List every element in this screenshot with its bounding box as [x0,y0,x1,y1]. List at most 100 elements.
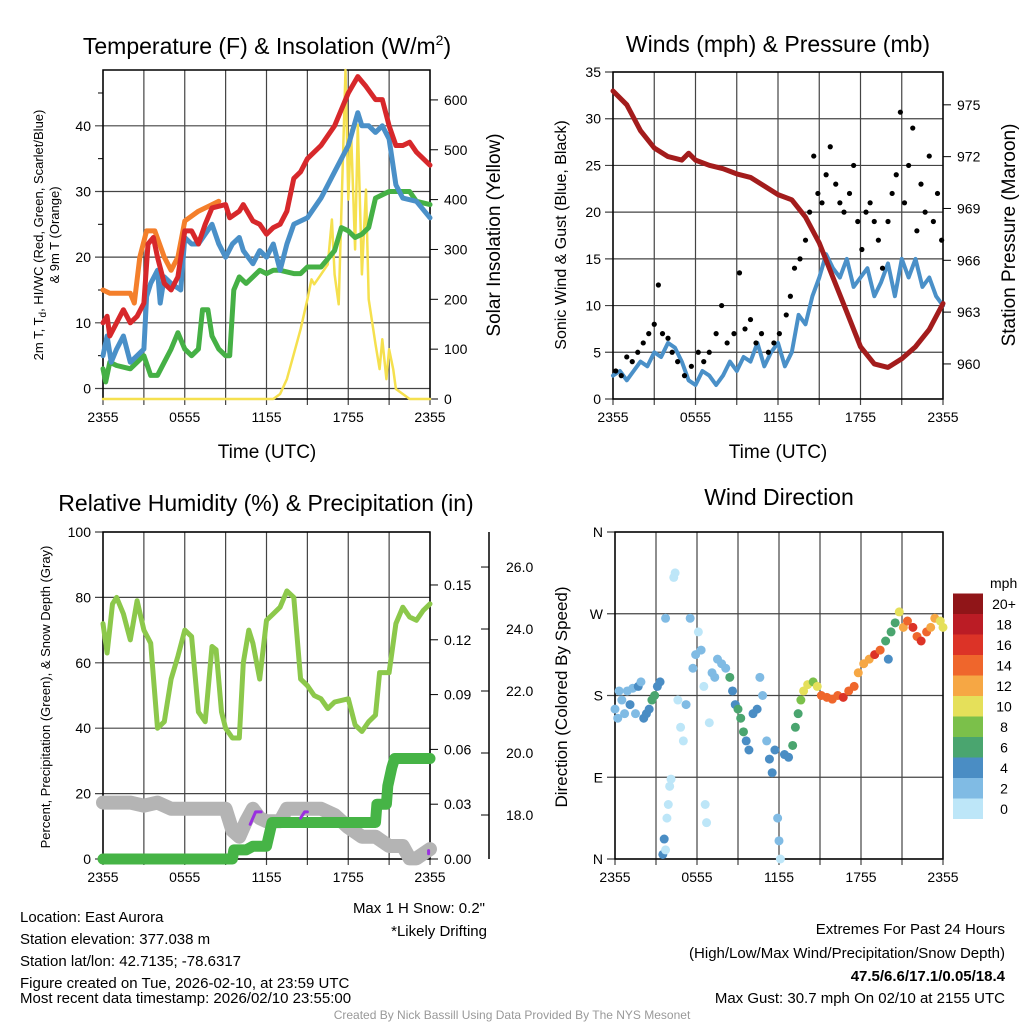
y-tick-label: E [594,769,603,785]
gust-point [651,321,657,327]
wind-direction-point [788,740,798,750]
colorbar-label: 4 [1000,760,1008,776]
gust-point [640,340,646,346]
wind-direction-point [774,836,784,846]
wind-direction-point [620,709,630,719]
y2-tick-label: 0.06 [444,741,471,757]
gust-point [765,349,771,355]
wind-direction-point [733,704,743,714]
gust-point [665,335,671,341]
y3-tick-label: 18.0 [506,807,533,823]
series-precipitation [97,753,436,865]
y2-tick-label: 0.00 [444,851,471,867]
y-tick-label: 40 [75,720,91,736]
y-tick-label: 0 [83,380,91,396]
y-tick-label: 20 [75,786,91,802]
wind-direction-point [631,709,640,719]
wind-direction-point [875,645,885,655]
y-tick-label: 10 [585,298,601,314]
colorbar-swatch [953,655,983,676]
panel-2: 2355 0555 1155 1755 2355 0 5 10 15 20 25 30 35 960 963… [585,64,980,425]
wind-direction-point [784,752,794,762]
y2-tick-label: 966 [957,252,981,268]
gust-point [855,218,861,225]
x-tick-label: 0555 [169,409,200,425]
solar-y-axis-label: Solar Insolation (Yellow) [484,133,505,336]
gust-point [783,312,789,318]
gust-point [930,218,936,225]
wind-direction-point [849,681,859,691]
y-tick-label: 30 [75,183,91,199]
gust-point [695,349,701,355]
recent-data-text: Most recent data timestamp: 2026/02/10 2… [20,990,351,1007]
wind-direction-point [755,672,765,682]
colorbar-swatch [953,614,983,635]
wind-direction-point [659,834,669,844]
gust-point [807,209,813,215]
wind-direction-point [702,818,712,828]
wind-direction-point [898,622,908,632]
gust-point [618,373,624,379]
y2-tick-label: 960 [957,356,981,372]
wind-direction-point [678,736,688,746]
wind-direction-point [673,695,683,705]
created-text: Figure created on Tue, 2026-02-10, at 23… [20,975,350,992]
wind-direction-point [741,736,751,746]
y3-tick-label: 24.0 [506,621,533,637]
series-2m-t [100,74,433,339]
wind-direction-point [644,704,654,714]
x-tick-label: 0555 [169,869,200,885]
pressure-y-axis-label: Station Pressure (Maroon) [999,124,1020,347]
wind-direction-point [838,692,848,702]
y-tick-label: 20 [75,249,91,265]
colorbar-label: 6 [1000,739,1008,755]
wind-direction-point [812,681,822,691]
wind-direction-point [764,754,774,764]
winds-y-axis-label: Sonic Wind & Gust (Blue, Black) [553,120,570,349]
wind-direction-point [699,681,709,691]
gust-point [851,162,857,169]
x-tick-label: 2355 [87,869,118,885]
gust-point [867,200,873,206]
extremes-info: Extremes For Past 24 Hours (High/Low/Max… [689,921,1006,1007]
wind-direction-point [758,691,768,700]
wind-direction-point [665,781,675,791]
wind-direction-point [614,686,624,696]
y2-tick-label: 200 [444,291,468,307]
y2-tick-label: 0.12 [444,632,471,648]
colorbar-label: 16 [996,637,1012,653]
y2-tick-label: 969 [957,200,981,216]
plot-frame [612,71,944,400]
y-tick-label: 10 [75,315,91,331]
wind-direction-point [661,845,671,855]
wind-direction-point [770,745,780,755]
x-tick-label: 0555 [680,409,711,425]
wind-direction-point [655,677,665,687]
colorbar-swatch [953,696,983,717]
y2-tick-label: 0.09 [444,687,471,703]
gust-point [624,354,630,360]
x-tick-label: 2355 [414,409,445,425]
temperature-x-axis-label: Time (UTC) [218,442,317,463]
gust-point [893,172,899,178]
colorbar-label: 18 [996,616,1012,632]
y-tick-label: 0 [593,391,601,407]
temperature-y-axis-label-line2: & 9m T (Orange) [47,186,62,283]
y-tick-label: 100 [68,524,92,540]
gust-point [787,293,793,299]
wind-direction-point [916,636,926,646]
gust-point [901,200,908,206]
wind-direction-point [926,622,936,632]
humidity-panel-title: Relative Humidity (%) & Precipitation (i… [58,490,473,516]
wind-direction-point [688,663,698,673]
colorbar-label: 14 [996,657,1012,673]
gust-point [914,228,920,234]
gust-point [934,190,941,197]
wind-direction-point [663,800,673,809]
extremes-title: Extremes For Past 24 Hours [816,921,1005,938]
wind-direction-point [661,613,671,623]
gust-point [885,218,891,225]
y-tick-label: 40 [75,118,91,134]
